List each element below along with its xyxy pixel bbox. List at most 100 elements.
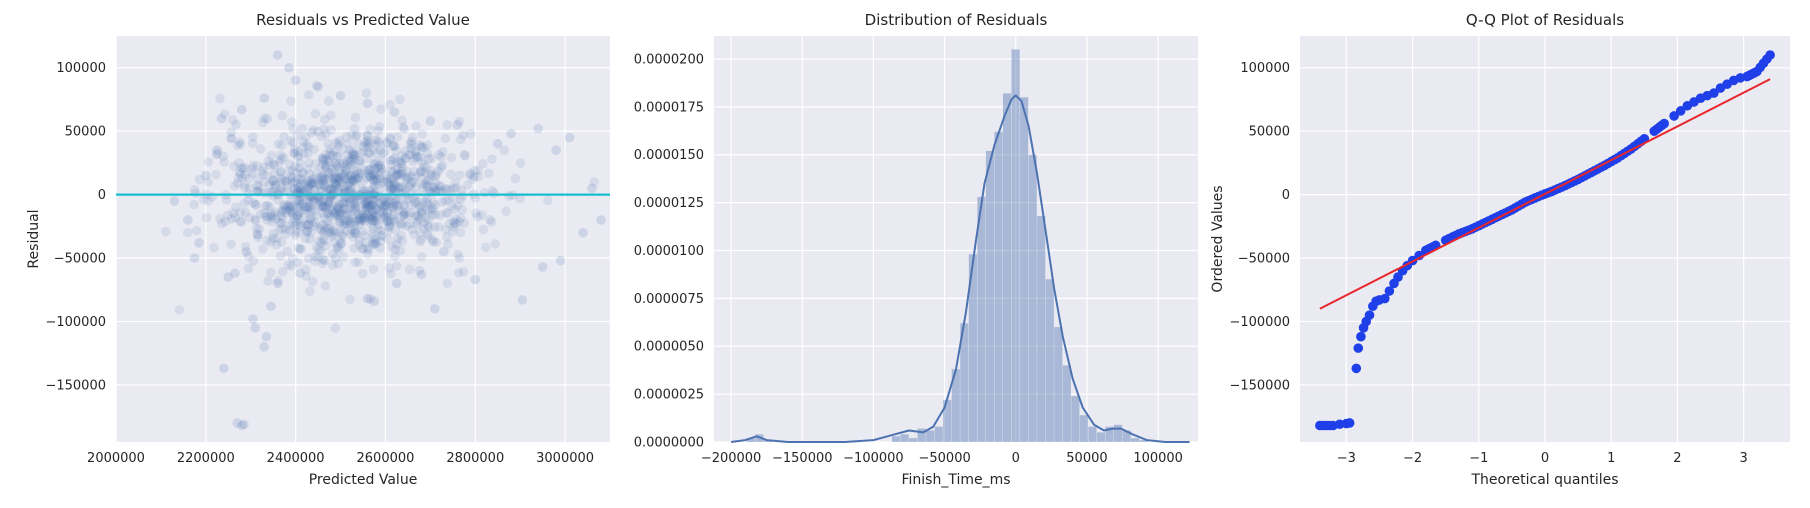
panel1-point [308, 173, 319, 183]
panel1-point [362, 243, 372, 254]
panel1-point [332, 202, 343, 212]
panel1-point [305, 213, 315, 224]
panel1-point [370, 215, 381, 226]
panel1-point [304, 214, 315, 224]
panel1-point [323, 138, 333, 149]
panel1-point [387, 201, 398, 211]
panel1-point [415, 228, 426, 238]
p2-y-tick-label: 0.0000125 [634, 196, 704, 211]
panel1-point [239, 179, 250, 190]
panel1-point [274, 157, 285, 167]
panel1-point [424, 174, 434, 185]
panel2-title: Distribution of Residuals [865, 11, 1048, 29]
panel1-point [361, 196, 372, 207]
panel1-point [317, 153, 328, 164]
panel1-point [234, 167, 245, 178]
panel3-point [1709, 88, 1719, 98]
panel1-point [264, 202, 275, 212]
panel2-hist-bar [917, 428, 926, 442]
p2-x-tick-label: −100000 [843, 451, 904, 466]
panel2-hist-bar [934, 426, 943, 442]
panel1-point [285, 204, 295, 214]
panel1-point [277, 214, 288, 225]
panel1-point [376, 230, 386, 241]
panel1-point [279, 201, 289, 212]
panel1-point [368, 185, 378, 195]
panel1-point [341, 217, 352, 228]
panel1-point [470, 274, 481, 285]
panel1-point [379, 213, 390, 224]
panel1-point [292, 219, 303, 230]
panel1-point [380, 201, 391, 211]
panel1-point [369, 207, 380, 217]
panel1-point [370, 180, 380, 191]
panel1-point [366, 210, 376, 221]
panel1-point [271, 214, 281, 224]
panel1-point [382, 174, 392, 184]
panel1-point [339, 218, 349, 228]
panel1-point [314, 235, 324, 246]
panel1-point [350, 172, 360, 183]
panel1-point [325, 185, 336, 195]
panel1-point [349, 227, 360, 238]
panel1-point [221, 194, 232, 205]
panel1-point [477, 210, 487, 220]
panel1-point [412, 219, 422, 230]
panel1-point [203, 196, 214, 206]
panel1-point [250, 199, 261, 210]
panel1-point [317, 202, 328, 212]
panel1-point [299, 186, 309, 196]
panel1-point [201, 212, 212, 223]
panel1-point [346, 209, 357, 220]
panel1-point [302, 227, 313, 237]
panel1-point [297, 123, 308, 134]
panel1-point [344, 185, 355, 195]
panel1-point [365, 211, 375, 222]
panel1-point [314, 193, 325, 204]
panel1-point [441, 224, 451, 235]
panel1-point [370, 234, 381, 245]
panel1-point [392, 132, 403, 142]
panel1-point [287, 209, 298, 220]
p2-x-tick-label: 100000 [1133, 451, 1183, 466]
panel1-point [334, 167, 345, 177]
panel1-point [286, 172, 296, 183]
panel1-point [295, 158, 305, 168]
panel1-point [375, 243, 385, 253]
panel1-point [401, 166, 412, 177]
panel1-point [359, 198, 370, 209]
panel1-point [439, 246, 449, 257]
panel1-point [371, 211, 382, 222]
p1-x-tick-label: 2000000 [87, 451, 145, 466]
p3-x-tick-label: 3 [1740, 451, 1748, 466]
panel1-point [363, 164, 373, 175]
panel1-point [244, 183, 255, 193]
panel1-point [440, 133, 451, 144]
panel1-point [460, 150, 470, 161]
panel1-point [386, 185, 397, 196]
panel1-point [367, 208, 378, 219]
panel1-point [279, 131, 289, 142]
panel1-point [397, 150, 407, 161]
panel1-point [416, 251, 427, 262]
panel1-point [316, 162, 326, 172]
panel1-point [428, 237, 439, 247]
panel1-point [263, 276, 273, 286]
panel1-point [302, 181, 313, 192]
panel1-point [232, 178, 243, 188]
panel1-point [174, 305, 185, 315]
panel1-point [345, 218, 356, 229]
panel1-point [323, 155, 334, 165]
panel1-point [320, 129, 331, 139]
panel1-point [325, 212, 336, 222]
panel1-point [354, 195, 364, 205]
panel1-point [247, 168, 258, 179]
panel1-point [444, 218, 455, 229]
panel1-point [281, 203, 292, 214]
panel1-point [382, 170, 392, 181]
panel1-point [369, 163, 380, 174]
panel1-point [268, 175, 278, 185]
panel1-point [349, 149, 360, 159]
panel1-point [400, 209, 411, 219]
panel1-point [431, 169, 441, 180]
